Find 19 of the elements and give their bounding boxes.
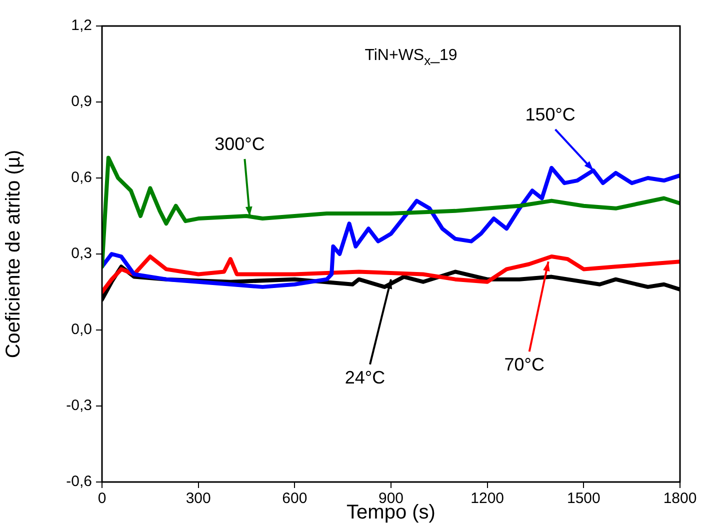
x-tick-label: 1800	[663, 490, 697, 508]
annotation: 300°C	[214, 134, 265, 154]
y-tick-label: 0,9	[71, 93, 92, 110]
annotation: 150°C	[525, 104, 576, 124]
annotation: 70°C	[504, 354, 544, 375]
x-tick-label: 300	[186, 490, 211, 508]
y-tick-label: 0,6	[71, 169, 92, 186]
y-tick-label: 0,3	[71, 245, 92, 262]
y-tick-label: -0,3	[66, 397, 92, 414]
y-tick-label: 1,2	[71, 17, 92, 34]
y-tick-label: 0,0	[71, 321, 92, 338]
x-tick-label: 1500	[566, 490, 600, 508]
y-tick-label: -0,6	[66, 473, 92, 490]
x-tick-label: 0	[98, 490, 106, 508]
y-axis-title: Coeficiente de atrito (µ)	[2, 150, 25, 358]
x-tick-label: 1200	[470, 490, 504, 508]
annotation: 24°C	[344, 367, 386, 388]
x-tick-label: 600	[282, 490, 308, 508]
x-tick-label: 900	[378, 490, 404, 508]
